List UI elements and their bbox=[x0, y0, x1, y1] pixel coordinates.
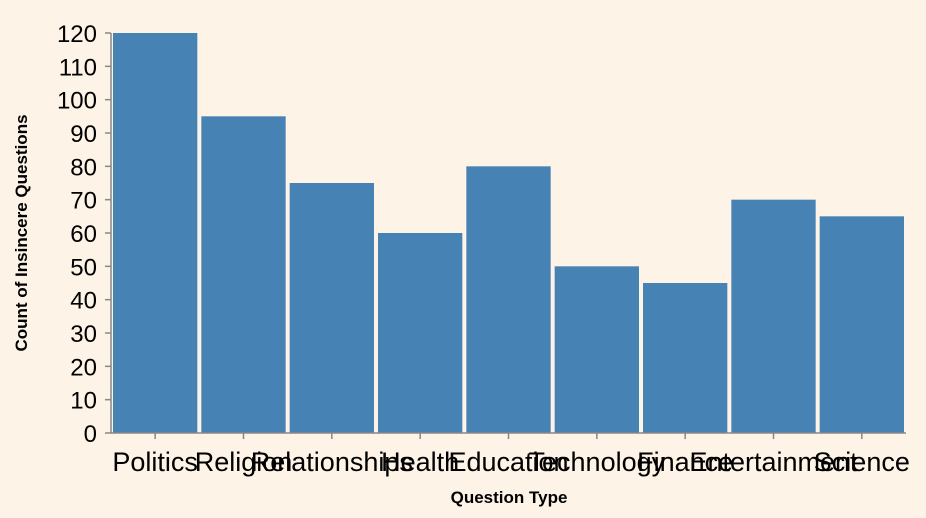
y-tick-label-110: 110 bbox=[59, 54, 97, 81]
bar-health bbox=[378, 233, 463, 433]
bar-politics bbox=[113, 33, 198, 433]
bar-science bbox=[819, 216, 904, 433]
bar-education bbox=[466, 166, 551, 433]
x-axis: PoliticsReligionRelationshipsHealthEduca… bbox=[111, 432, 910, 477]
x-axis-title: Question Type bbox=[451, 488, 568, 507]
y-tick-label-40: 40 bbox=[70, 288, 97, 315]
bar-relationships bbox=[289, 183, 374, 433]
x-tick-label-health: Health bbox=[381, 447, 459, 477]
y-tick-label-100: 100 bbox=[57, 88, 97, 115]
y-axis: 0 10 20 30 40 50 60 70 80 90 100 110 120 bbox=[57, 21, 112, 448]
y-tick-label-60: 60 bbox=[70, 221, 97, 248]
bar-entertainment bbox=[731, 199, 816, 433]
y-tick-label-90: 90 bbox=[70, 121, 97, 148]
y-tick-label-70: 70 bbox=[70, 188, 97, 215]
bar-religion bbox=[201, 116, 286, 433]
y-tick-label-120: 120 bbox=[57, 21, 97, 48]
bar-technology bbox=[554, 266, 639, 433]
y-tick-label-10: 10 bbox=[70, 388, 97, 415]
y-tick-label-80: 80 bbox=[70, 154, 97, 181]
y-tick-label-50: 50 bbox=[70, 254, 97, 281]
y-tick-label-30: 30 bbox=[70, 321, 97, 348]
x-tick-label-religion: Religion bbox=[195, 447, 293, 477]
y-tick-label-20: 20 bbox=[70, 354, 97, 381]
x-tick-label-entertainment: Entertainment bbox=[689, 447, 858, 477]
y-axis-title: Count of Insincere Questions bbox=[12, 114, 31, 351]
x-tick-label-education: Education bbox=[448, 447, 568, 477]
x-tick-label-politics: Politics bbox=[112, 447, 198, 477]
x-tick-label-finance: Finance bbox=[637, 447, 733, 477]
x-tick-label-technology: Technology bbox=[529, 447, 666, 477]
bars-layer bbox=[113, 33, 904, 433]
bar-finance bbox=[643, 283, 728, 433]
x-tick-label-science: Science bbox=[814, 447, 910, 477]
x-tick-label-relationships: Relationships bbox=[251, 447, 413, 477]
y-tick-label-0: 0 bbox=[84, 421, 97, 448]
